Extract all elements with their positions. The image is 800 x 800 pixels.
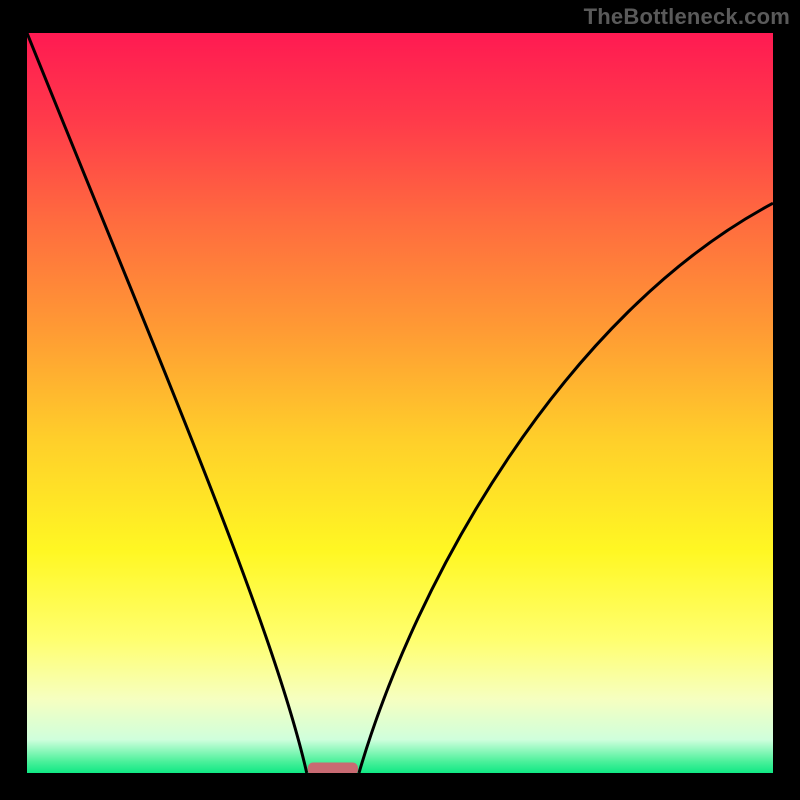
optimum-marker [308,763,357,773]
chart-area [27,33,773,773]
bottleneck-chart-svg [27,33,773,773]
frame: TheBottleneck.com [0,0,800,800]
watermark-text: TheBottleneck.com [584,4,790,30]
